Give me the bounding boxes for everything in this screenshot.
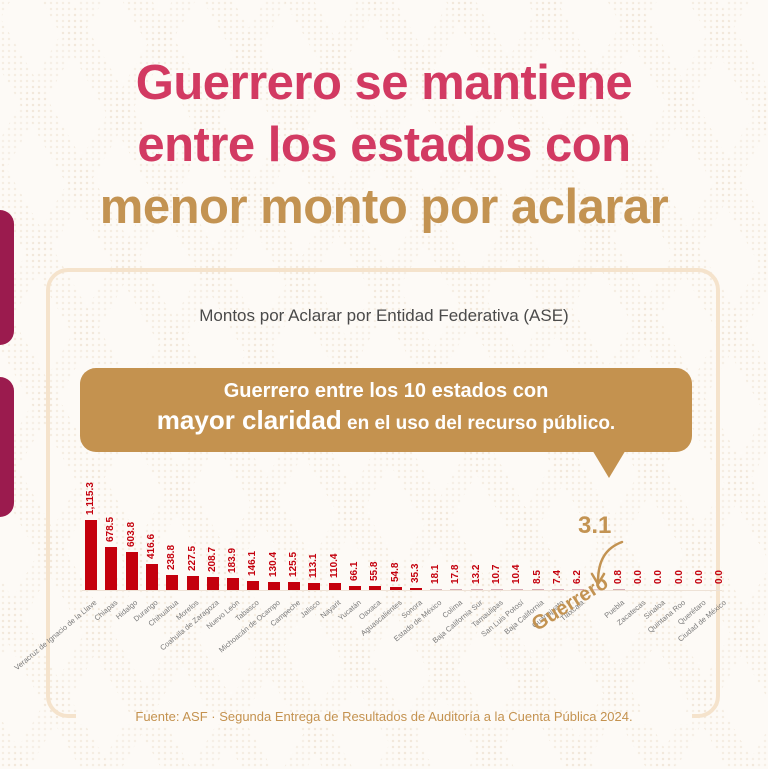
chart-bar (714, 589, 726, 590)
bar-value-label: 146.1 (247, 550, 259, 576)
curved-arrow-icon (590, 540, 624, 586)
bar-value-label: 0.0 (714, 570, 726, 584)
bar-value-label: 6.2 (572, 570, 584, 584)
bar-value-label: 8.5 (531, 570, 543, 584)
bar-value-label: 10.7 (491, 564, 502, 584)
bar-value-label: 416.6 (145, 533, 157, 559)
bar-value-label: 183.9 (227, 547, 239, 573)
chart-bar (328, 583, 341, 590)
chart-bar (206, 577, 219, 590)
bar-value-label: 678.5 (105, 516, 117, 542)
chart-bar (125, 552, 138, 590)
bar-value-label: 603.8 (125, 521, 137, 547)
callout-banner: Guerrero entre los 10 estados con mayor … (80, 368, 692, 452)
category-label: Veracruz de Ignacio de la Llave (12, 598, 99, 673)
bar-value-label: 1,115.3 (85, 482, 96, 515)
chart-bar (369, 586, 382, 590)
chart-bar (288, 582, 300, 590)
bar-value-label: 238.8 (166, 544, 178, 570)
bar-value-label: 17.8 (450, 564, 462, 584)
chart-bar (551, 589, 564, 590)
chart-baseline (82, 590, 722, 591)
callout-line-2: mayor claridad en el uso del recurso púb… (80, 405, 692, 436)
chart-bar (267, 582, 280, 590)
callout-line-1: Guerrero entre los 10 estados con (223, 380, 549, 402)
chart-bar (653, 589, 665, 590)
bar-value-label: 125.5 (288, 551, 299, 577)
chart-bar (491, 589, 503, 590)
bar-value-label: 0.0 (633, 570, 645, 584)
bar-value-label: 55.8 (369, 561, 381, 581)
chart-bar (145, 564, 158, 590)
chart-bar (348, 586, 361, 590)
chart-bar (572, 589, 585, 590)
headline: Guerrero se mantiene entre los estados c… (0, 52, 768, 238)
chart-bar (450, 589, 463, 590)
chart-bar (470, 589, 483, 590)
callout-pointer (591, 448, 627, 478)
source-footnote: Fuente: ASF · Segunda Entrega de Resulta… (135, 709, 633, 724)
bar-value-label: 130.4 (267, 551, 279, 577)
chart-bar (409, 588, 422, 590)
bar-value-label: 13.2 (470, 564, 482, 584)
bar-value-label: 0.0 (673, 570, 685, 584)
bar-value-label: 35.3 (409, 563, 421, 583)
bar-value-label: 18.1 (430, 564, 442, 584)
category-label: Jalisco (298, 598, 323, 620)
side-tab-bottom (0, 377, 14, 517)
chart-bar (227, 578, 240, 590)
bar-value-label: 208.7 (206, 546, 218, 572)
chart-bar (612, 589, 625, 590)
bar-value-label: 0.0 (653, 570, 665, 584)
bar-value-label: 227.5 (186, 545, 198, 571)
bar-value-label: 10.4 (511, 564, 523, 584)
chart-bar (186, 576, 199, 590)
chart-bar (105, 547, 118, 590)
panel-frame-gap (76, 712, 692, 724)
headline-line-3: menor monto por aclarar (99, 180, 669, 234)
chart-bar (166, 575, 179, 590)
chart-bar (694, 589, 706, 590)
callout-emphasis: mayor claridad (156, 405, 342, 435)
chart-bar (633, 589, 645, 590)
chart-bar (430, 589, 443, 590)
bar-value-label: 113.1 (308, 553, 320, 578)
bar-value-label: 7.4 (551, 570, 563, 584)
headline-line-1: Guerrero se mantiene (135, 56, 633, 110)
bar-value-label: 110.4 (328, 553, 340, 578)
chart-bar (308, 583, 321, 590)
chart-title: Montos por Aclarar por Entidad Federativ… (199, 306, 569, 325)
chart-bar (389, 587, 402, 590)
chart-bar (85, 520, 97, 590)
chart-bar (247, 581, 260, 590)
chart-bar (674, 589, 686, 590)
guerrero-value-annotation: 3.1 (578, 512, 612, 539)
callout-line-2-rest: en el uso del recurso público. (341, 413, 616, 434)
chart-bar (531, 589, 544, 590)
headline-line-2: entre los estados con (137, 118, 631, 172)
chart-bar (592, 589, 605, 590)
bar-value-label: 66.1 (348, 561, 360, 581)
bar-value-label: 54.8 (389, 562, 401, 582)
side-tab-top (0, 210, 14, 345)
chart-bar (511, 589, 524, 590)
bar-value-label: 0.0 (694, 570, 705, 584)
